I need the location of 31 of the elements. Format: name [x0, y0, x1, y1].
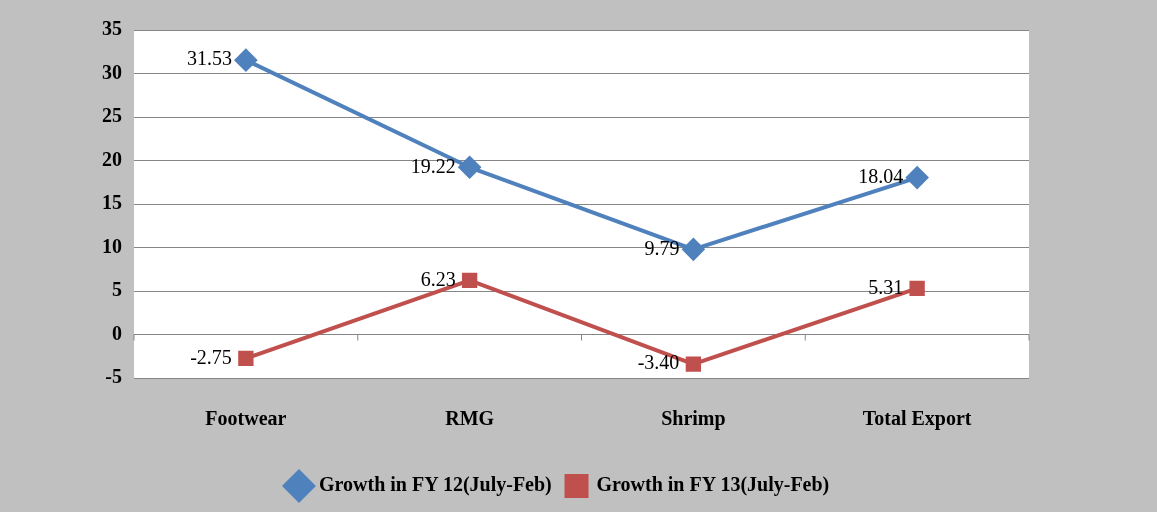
legend-label: Growth in FY 13(July-Feb): [596, 473, 830, 497]
point: [685, 356, 702, 372]
point: [461, 272, 478, 288]
legend-label: Growth in FY 12(July-Feb): [318, 473, 552, 497]
y-tick-label: 25: [102, 104, 122, 127]
y-tick-label: 0: [112, 321, 122, 344]
point: [682, 238, 705, 261]
x-tick-label: Total Export: [862, 407, 972, 431]
x-tick-label: Footwear: [205, 407, 287, 430]
point: [234, 49, 257, 72]
y-tick-label: 15: [102, 191, 122, 214]
y-tick-label: 30: [102, 60, 122, 83]
data-label: 9.79: [644, 236, 680, 259]
point: [906, 166, 929, 189]
data-label: 31.53: [186, 47, 232, 70]
data-label: -3.40: [637, 351, 680, 374]
data-label: -2.75: [190, 345, 232, 368]
point: [909, 280, 925, 296]
data-label: 19.22: [410, 154, 456, 177]
y-tick-label: 10: [102, 234, 122, 257]
data-label: 5.31: [868, 275, 904, 298]
x-tick-label: Shrimp: [661, 407, 726, 431]
data-label: 6.23: [420, 267, 456, 290]
y-tick-label: -5: [105, 365, 122, 388]
point: [458, 156, 481, 179]
data-label: 18.04: [858, 164, 904, 187]
y-tick-label: 20: [102, 147, 122, 170]
x-tick-label: RMG: [445, 407, 495, 430]
point: [238, 350, 254, 367]
y-tick-label: 35: [102, 17, 122, 40]
y-tick-label: 5: [112, 278, 122, 301]
